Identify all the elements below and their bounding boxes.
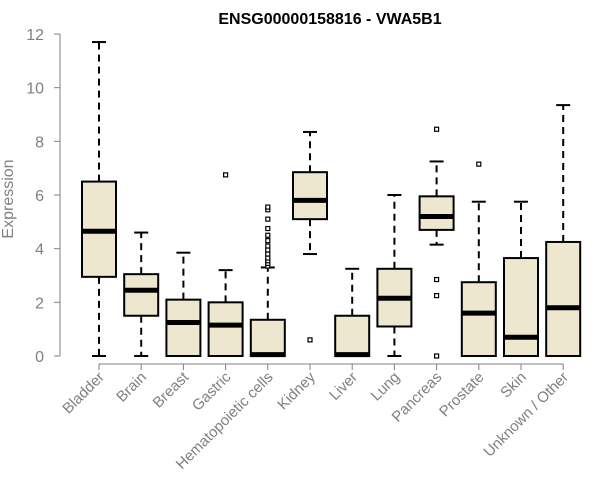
outlier-point [265, 238, 271, 244]
outlier-point [265, 225, 271, 232]
outlier-point [265, 232, 271, 238]
box [460, 281, 497, 358]
outlier-point [434, 293, 440, 299]
box [249, 318, 286, 357]
box [292, 171, 328, 221]
outlier-point [434, 126, 440, 132]
box [123, 273, 160, 317]
x-tick-label: Skin [497, 369, 530, 402]
outlier-point [476, 161, 482, 167]
outlier-point [265, 251, 271, 257]
outlier-point [434, 276, 440, 283]
box [418, 195, 455, 231]
outlier-point [265, 243, 271, 249]
x-tick-label: Bladder [59, 369, 108, 418]
x-tick-label: Brain [113, 369, 150, 406]
box [207, 301, 244, 358]
outlier-point [265, 216, 271, 222]
x-tick-label: Breast [150, 368, 193, 411]
y-tick-label: 6 [35, 188, 44, 205]
outlier-point [265, 204, 271, 210]
y-tick-label: 12 [26, 27, 44, 44]
x-tick-label: Liver [326, 369, 361, 404]
chart-title: ENSG00000158816 - VWA5B1 [218, 11, 441, 28]
x-tick-label: Kidney [274, 368, 319, 413]
y-tick-label: 10 [26, 81, 44, 98]
outlier-point [265, 247, 271, 253]
outlier-point [223, 172, 229, 178]
outlier-point [307, 337, 313, 343]
y-tick-label: 2 [35, 295, 44, 312]
box [545, 240, 582, 357]
y-axis-title: Expression [0, 159, 17, 238]
y-tick-label: 8 [35, 134, 44, 151]
box [165, 298, 202, 357]
y-tick-label: 0 [35, 349, 44, 366]
outlier-point [265, 255, 271, 261]
x-tick-label: Lung [368, 369, 404, 405]
outlier-point [434, 353, 440, 359]
x-tick-label: Prostate [436, 369, 488, 421]
y-tick-label: 4 [35, 242, 44, 259]
box [334, 314, 371, 357]
box [503, 257, 539, 357]
